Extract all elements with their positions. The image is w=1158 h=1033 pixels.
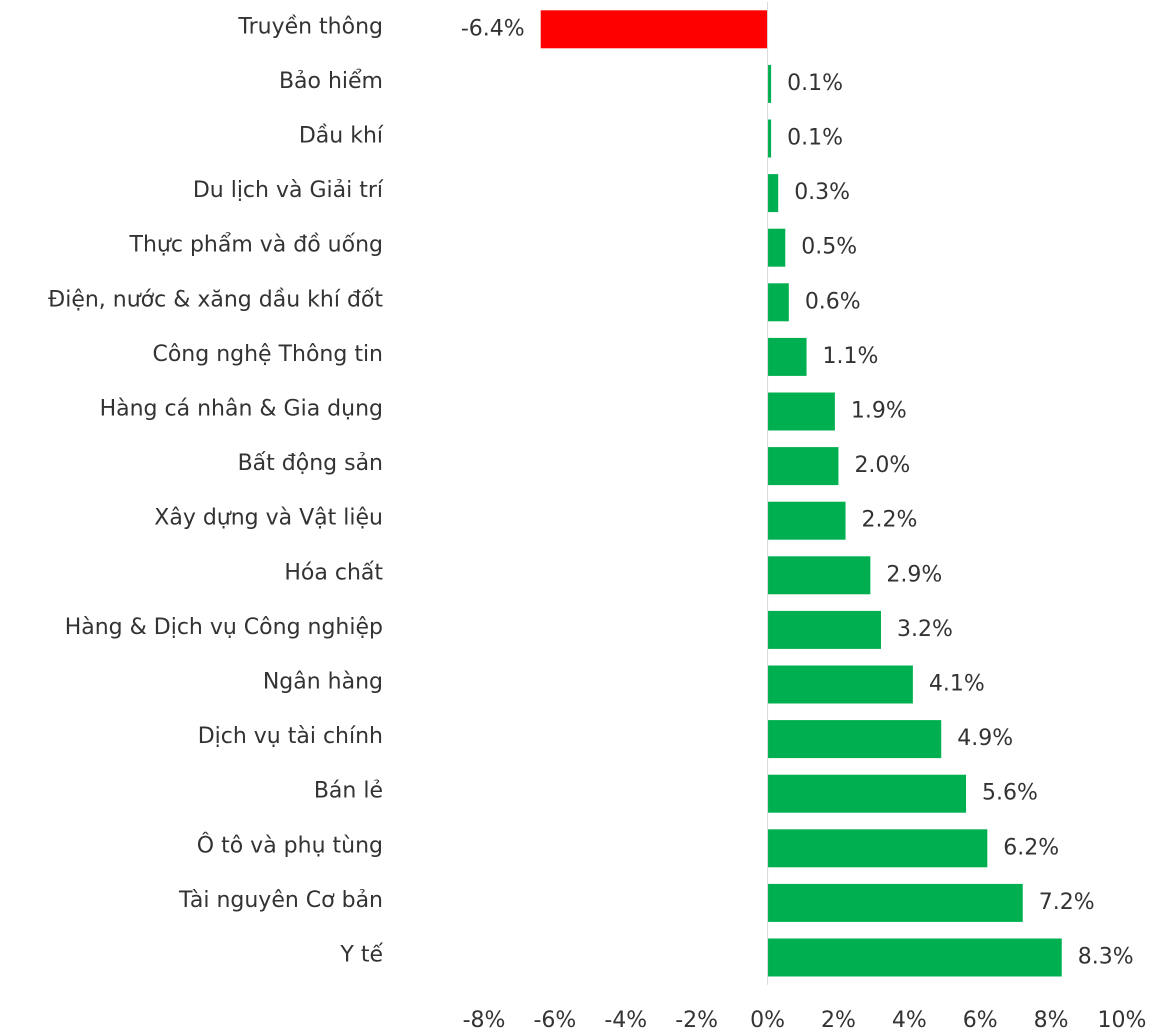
bar [767,665,913,704]
bar [767,447,839,486]
bar [767,556,871,595]
category-label: Y tế [339,943,383,968]
data-label: 0.3% [794,180,850,205]
data-label: 6.2% [1003,835,1059,860]
category-label: Dầu khí [299,124,384,149]
category-label: Dịch vụ tài chính [198,724,383,749]
bar [767,829,988,868]
bar [767,883,1023,922]
bar [767,610,881,649]
data-label: 0.1% [787,71,843,96]
data-label: 0.6% [805,289,861,314]
data-label: 0.1% [787,126,843,151]
bar [767,119,772,158]
bar [767,501,846,540]
category-label: Công nghệ Thông tin [152,342,383,367]
data-label: 1.1% [823,344,879,369]
x-tick-label: 10% [1098,1008,1147,1033]
category-label: Điện, nước & xăng dầu khí đốt [48,287,383,312]
category-label: Truyền thông [237,14,383,39]
data-label: 2.2% [862,508,918,533]
x-tick-label: -8% [463,1008,506,1033]
data-label: 5.6% [982,781,1038,806]
bar [767,228,786,267]
data-label: 7.2% [1039,890,1095,915]
category-label: Ngân hàng [263,670,383,695]
bar [767,720,942,759]
category-label: Tài nguyên Cơ bản [178,888,383,913]
bar [767,774,967,813]
data-label: 1.9% [851,399,907,424]
bar [540,10,768,49]
category-label: Du lịch và Giải trí [193,178,384,203]
x-tick-label: 8% [1034,1008,1069,1033]
category-label: Hóa chất [284,560,383,585]
bar [767,64,772,103]
bar [767,283,789,322]
category-label: Bán lẻ [314,779,383,804]
data-label: 4.1% [929,672,985,697]
bar [767,938,1062,977]
category-label: Bất động sản [238,451,383,476]
category-label: Hàng & Dịch vụ Công nghiệp [65,615,383,640]
category-label: Xây dựng và Vật liệu [154,506,383,531]
bar [767,392,835,431]
data-label: 2.0% [854,453,910,478]
x-tick-label: 4% [892,1008,927,1033]
bar [767,174,779,213]
x-tick-label: -2% [675,1008,718,1033]
bar [767,337,807,376]
category-label: Hàng cá nhân & Gia dụng [100,397,383,422]
data-label: 2.9% [886,562,942,587]
category-label: Bảo hiểm [279,69,383,94]
data-label: 8.3% [1078,945,1134,970]
data-label: -6.4% [461,16,525,41]
x-tick-label: 6% [963,1008,998,1033]
category-label: Ô tô và phụ tùng [197,832,383,858]
data-label: 4.9% [957,726,1013,751]
x-tick-label: -6% [533,1008,576,1033]
category-label: Thực phẩm và đồ uống [129,233,383,258]
data-label: 3.2% [897,617,953,642]
x-tick-label: -4% [604,1008,647,1033]
x-tick-label: 0% [750,1008,785,1033]
data-label: 0.5% [801,235,857,260]
x-tick-label: 2% [821,1008,856,1033]
